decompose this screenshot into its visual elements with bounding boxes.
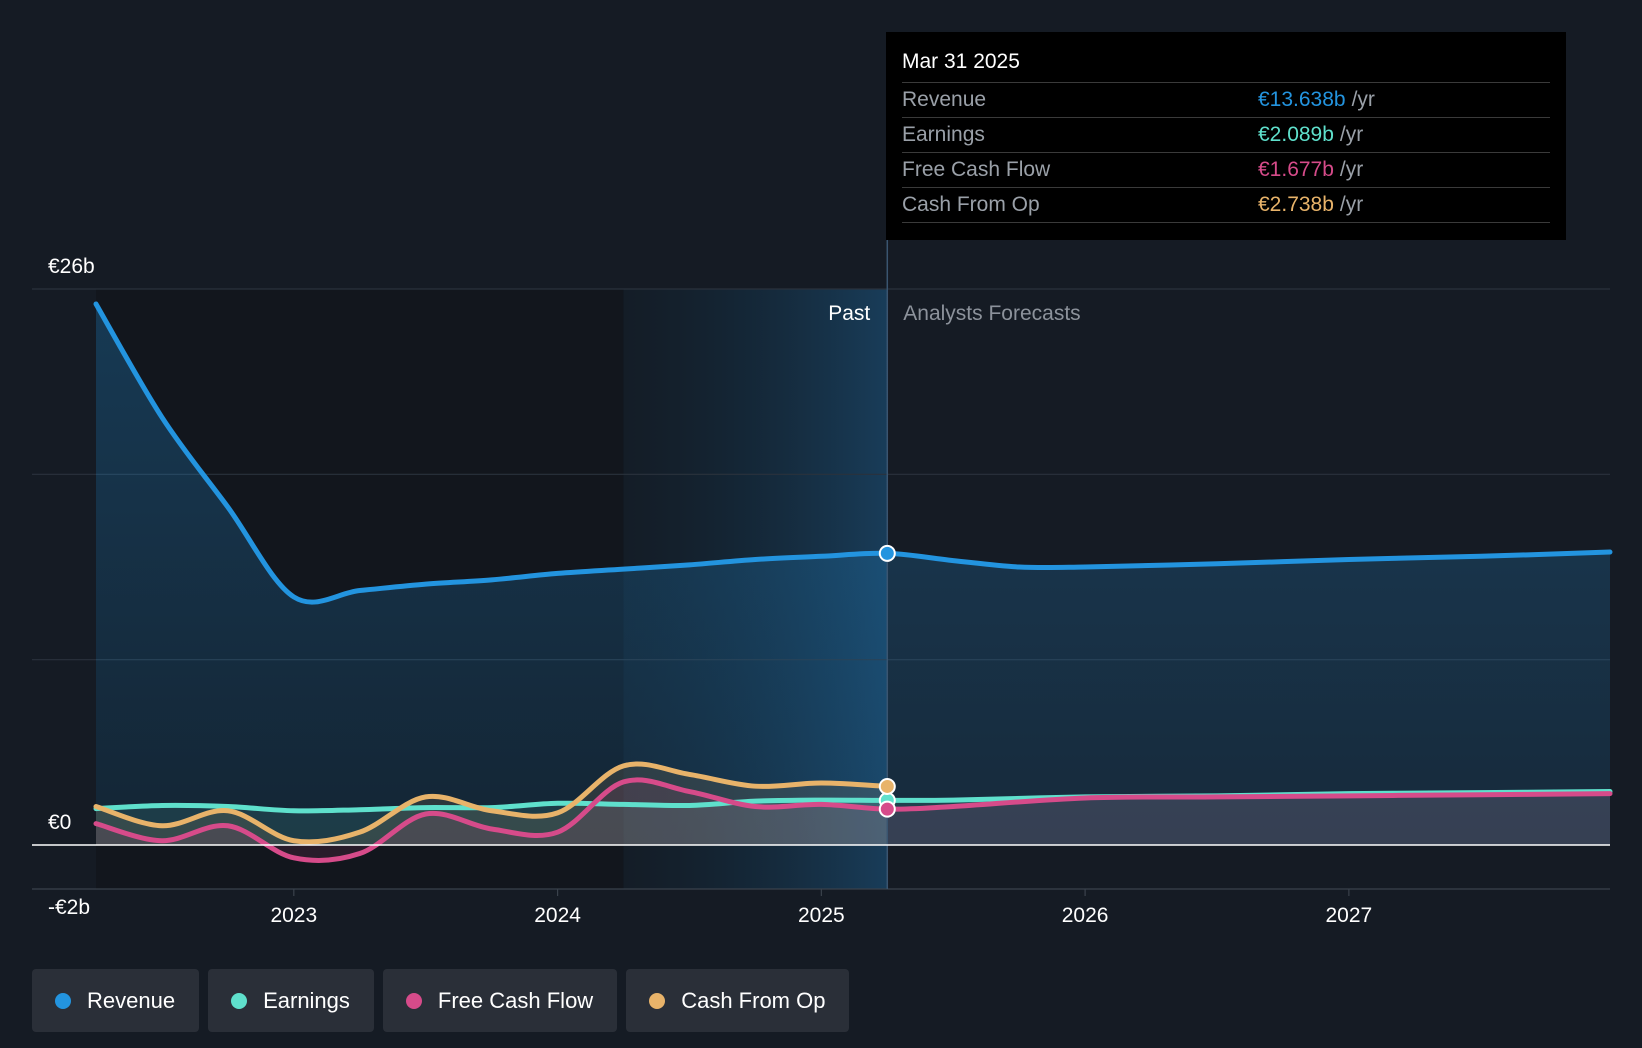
past-label: Past xyxy=(828,302,870,325)
tooltip-row-earnings: Earnings €2.089b /yr xyxy=(902,118,1550,153)
earnings-area xyxy=(96,791,1610,845)
legend: Revenue Earnings Free Cash Flow Cash Fro… xyxy=(32,969,850,1032)
hover-markers xyxy=(878,544,896,818)
cash-from-op-line xyxy=(93,761,890,845)
x-tick-label: 2024 xyxy=(534,904,581,927)
tooltip-row-revenue: Revenue €13.638b /yr xyxy=(902,83,1550,118)
free-cash-flow-area xyxy=(96,779,1610,861)
y-tick-label: €26b xyxy=(48,255,95,278)
forecast-label: Analysts Forecasts xyxy=(903,302,1080,325)
cash-from-op-area xyxy=(96,763,888,845)
x-tick-label: 2023 xyxy=(270,904,317,927)
x-tick-label: 2025 xyxy=(798,904,845,927)
y-tick-label: -€2b xyxy=(48,896,90,919)
tooltip: Mar 31 2025 Revenue €13.638b /yr Earning… xyxy=(886,32,1566,240)
x-tick-label: 2027 xyxy=(1326,904,1373,927)
tooltip-unit: /yr xyxy=(1339,193,1364,216)
tooltip-unit: /yr xyxy=(1339,158,1364,181)
legend-item-earnings[interactable]: Earnings xyxy=(208,969,374,1032)
tooltip-value: €1.677b xyxy=(1258,158,1334,181)
tooltip-value: €2.089b xyxy=(1258,123,1334,146)
free-cash-flow-marker xyxy=(878,800,896,818)
free-cash-flow-dot-icon xyxy=(405,992,422,1009)
legend-label: Earnings xyxy=(263,987,350,1013)
legend-label: Free Cash Flow xyxy=(437,987,594,1013)
tooltip-label: Free Cash Flow xyxy=(902,158,1051,181)
legend-label: Revenue xyxy=(87,987,176,1013)
tooltip-unit: /yr xyxy=(1339,123,1364,146)
revenue-dot-icon xyxy=(55,992,71,1009)
series-lines xyxy=(93,301,1613,863)
y-tick-label: €0 xyxy=(48,811,71,834)
tooltip-row-free-cash-flow: Free Cash Flow €1.677b /yr xyxy=(902,153,1550,188)
legend-label: Cash From Op xyxy=(681,987,826,1013)
tooltip-label: Revenue xyxy=(902,88,987,111)
y-tick-labels: €26b €0 -€2b xyxy=(48,255,95,919)
tooltip-date: Mar 31 2025 xyxy=(902,46,1550,83)
revenue-line xyxy=(93,301,1613,605)
cash-from-op-marker xyxy=(878,777,896,795)
revenue-area xyxy=(96,303,1610,845)
free-cash-flow-line xyxy=(93,777,1613,863)
earnings-dot-icon xyxy=(231,992,248,1009)
tooltip-row-cash-from-op: Cash From Op €2.738b /yr xyxy=(902,188,1550,223)
tooltip-value: €2.738b xyxy=(1258,193,1334,216)
legend-item-free-cash-flow[interactable]: Free Cash Flow xyxy=(382,969,618,1032)
legend-item-revenue[interactable]: Revenue xyxy=(32,969,200,1032)
x-tick-labels: 2023 2024 2025 2026 2027 xyxy=(270,889,1372,927)
tooltip-label: Earnings xyxy=(902,123,985,146)
x-tick-label: 2026 xyxy=(1062,904,1109,927)
tooltip-value: €13.638b xyxy=(1258,88,1346,111)
tooltip-label: Cash From Op xyxy=(902,193,1040,216)
series-areas xyxy=(96,303,1610,861)
revenue-marker xyxy=(878,544,896,562)
tooltip-unit: /yr xyxy=(1351,88,1375,111)
legend-item-cash-from-op[interactable]: Cash From Op xyxy=(626,969,850,1032)
cash-from-op-dot-icon xyxy=(649,992,666,1009)
